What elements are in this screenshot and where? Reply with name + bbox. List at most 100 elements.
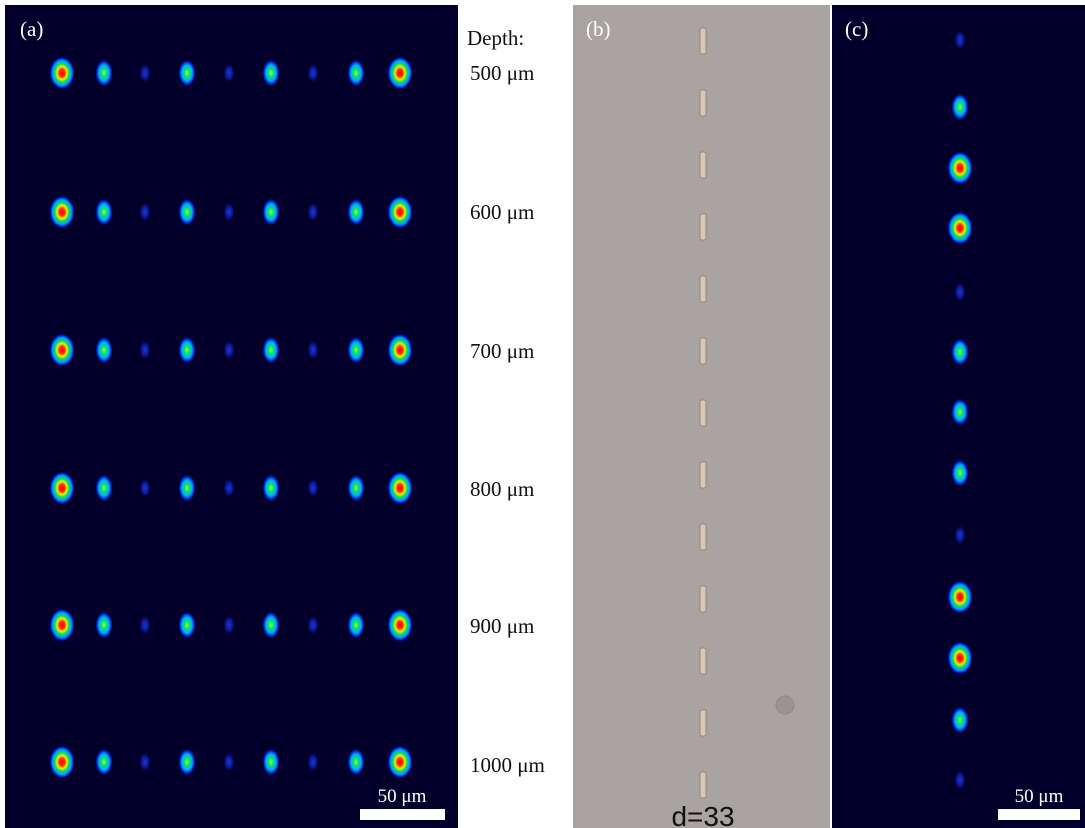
spot	[139, 340, 151, 360]
spot	[223, 478, 235, 498]
trace	[699, 399, 707, 427]
spot	[95, 748, 113, 776]
spot	[347, 474, 365, 502]
spot	[951, 706, 969, 734]
spot	[954, 770, 966, 790]
spot	[95, 198, 113, 226]
annotation: d=33	[671, 801, 734, 828]
spot	[223, 615, 235, 635]
spot	[954, 282, 966, 302]
spot	[95, 336, 113, 364]
spots	[49, 27, 973, 799]
panel-a-background	[5, 5, 458, 828]
scale-bar-label: 50 μm	[378, 786, 427, 807]
spot	[178, 336, 196, 364]
spot	[95, 59, 113, 87]
spot	[387, 471, 413, 505]
trace	[699, 89, 707, 117]
spot	[223, 202, 235, 222]
spot	[139, 615, 151, 635]
spot	[139, 752, 151, 772]
spot	[178, 748, 196, 776]
depth-label: 500 μm	[470, 61, 534, 85]
spot	[347, 198, 365, 226]
particle	[775, 695, 795, 715]
trace	[699, 709, 707, 737]
trace	[699, 337, 707, 365]
spot	[178, 59, 196, 87]
trace	[699, 771, 707, 799]
trace	[699, 213, 707, 241]
spot	[49, 745, 75, 779]
depth-labels: 500 μm 600 μm 700 μm 800 μm 900 μm 1000 μm	[470, 61, 545, 777]
spot	[307, 752, 319, 772]
spot	[223, 63, 235, 83]
panel-label: (a)	[20, 17, 43, 41]
trace	[699, 275, 707, 303]
spot	[262, 336, 280, 364]
spot	[387, 195, 413, 229]
trace	[699, 647, 707, 675]
scale-bar	[360, 809, 445, 820]
depth-title: Depth:	[467, 26, 524, 50]
spot	[307, 340, 319, 360]
spot	[49, 471, 75, 505]
spot	[947, 211, 973, 245]
spot	[139, 63, 151, 83]
spot	[178, 611, 196, 639]
spot	[307, 478, 319, 498]
spot	[387, 608, 413, 642]
spot	[49, 608, 75, 642]
spot	[387, 56, 413, 90]
trace	[699, 461, 707, 489]
spot	[347, 59, 365, 87]
spot	[262, 611, 280, 639]
spot	[139, 202, 151, 222]
spot	[947, 641, 973, 675]
trace	[699, 27, 707, 55]
spot	[347, 611, 365, 639]
trace	[699, 151, 707, 179]
spot	[262, 198, 280, 226]
spot	[951, 338, 969, 366]
spot	[223, 752, 235, 772]
spot	[262, 59, 280, 87]
spot	[954, 525, 966, 545]
depth-label: 900 μm	[470, 614, 534, 638]
spot	[307, 63, 319, 83]
scale-bar-label: 50 μm	[1015, 786, 1064, 807]
spot	[49, 333, 75, 367]
depth-label: 600 μm	[470, 200, 534, 224]
spot	[947, 580, 973, 614]
scale-bar	[998, 809, 1080, 820]
spot	[178, 198, 196, 226]
spot	[951, 93, 969, 121]
spot	[139, 478, 151, 498]
panel-label: (c)	[845, 17, 868, 41]
spot	[95, 611, 113, 639]
spot	[387, 745, 413, 779]
spot	[307, 615, 319, 635]
trace	[699, 585, 707, 613]
trace	[699, 523, 707, 551]
spot	[954, 30, 966, 50]
spot	[49, 56, 75, 90]
spot	[347, 748, 365, 776]
spot	[262, 474, 280, 502]
spot	[178, 474, 196, 502]
spot	[49, 195, 75, 229]
spot	[223, 340, 235, 360]
spot	[947, 151, 973, 185]
spot	[951, 398, 969, 426]
spot	[347, 336, 365, 364]
depth-label: 800 μm	[470, 477, 534, 501]
panel-label: (b)	[586, 17, 611, 41]
spot	[262, 748, 280, 776]
spot	[307, 202, 319, 222]
depth-label: 1000 μm	[470, 753, 545, 777]
spot	[95, 474, 113, 502]
spot	[387, 333, 413, 367]
spot	[951, 459, 969, 487]
